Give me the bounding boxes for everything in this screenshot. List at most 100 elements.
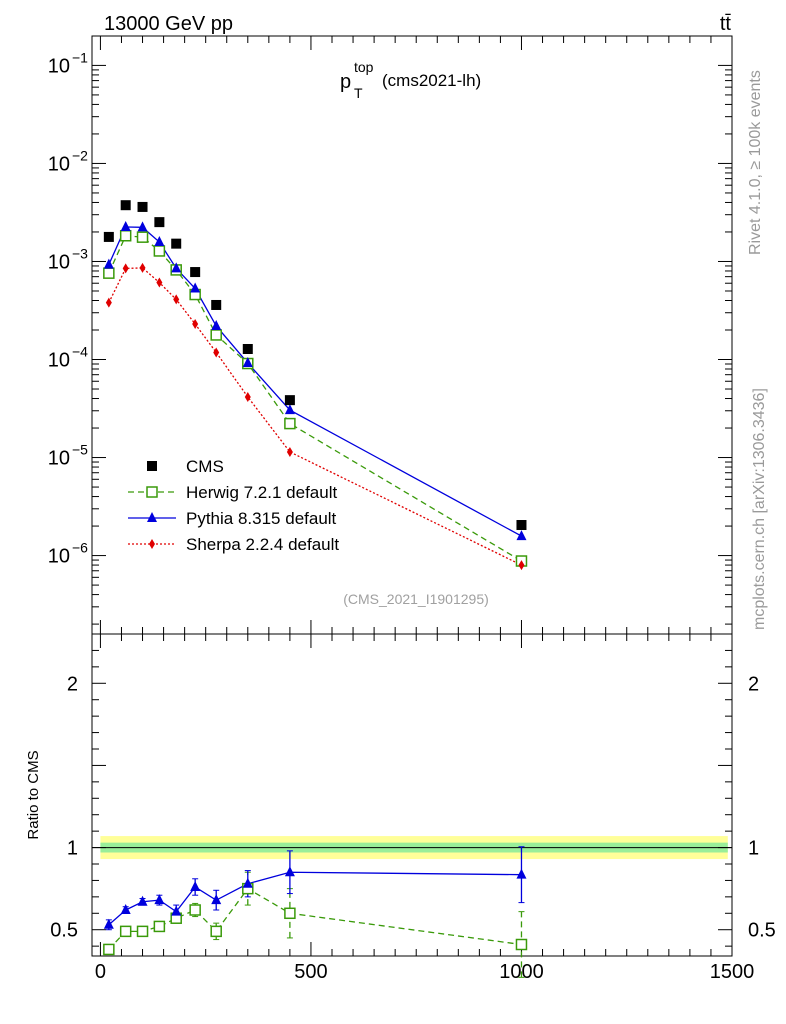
series-point xyxy=(284,404,295,415)
series-point xyxy=(139,262,146,273)
cms-data-point xyxy=(103,231,114,242)
ratio-series-line xyxy=(108,871,522,926)
legend-label: CMS xyxy=(186,457,224,476)
ratio-y-label: Ratio to CMS xyxy=(25,750,42,839)
legend-marker xyxy=(147,512,157,522)
legend-label: Pythia 8.315 default xyxy=(186,509,337,528)
ratio-point xyxy=(516,868,527,879)
series-point xyxy=(518,560,525,571)
series-point xyxy=(156,277,163,288)
y-tick-exponent: −4 xyxy=(72,344,88,360)
series-lines xyxy=(105,226,525,978)
y-tick-label: 10 xyxy=(48,350,70,372)
legend-marker-cms xyxy=(147,461,157,471)
ratio-point xyxy=(284,907,296,920)
series-point xyxy=(516,530,527,541)
legend: CMS Herwig 7.2.1 default Pythia 8.315 defa… xyxy=(128,457,339,554)
ratio-tick-label: 0.5 xyxy=(50,920,78,942)
series-point xyxy=(173,294,180,305)
rivet-version-label: Rivet 4.1.0, ≥ 100k events xyxy=(747,70,764,255)
series-point xyxy=(211,319,222,330)
series-point xyxy=(284,417,296,430)
cms-data-point xyxy=(171,238,182,249)
cms-data-point xyxy=(516,520,527,531)
series-point xyxy=(137,221,148,232)
ratio-tick-label: 2 xyxy=(67,673,78,695)
y-tick-label: 10 xyxy=(48,251,70,273)
y-tick-exponent: −5 xyxy=(72,442,88,458)
cms-data-point xyxy=(284,395,295,406)
ratio-plot-frame xyxy=(91,633,733,957)
ratio-point xyxy=(136,925,149,938)
series-point xyxy=(105,297,112,308)
ratio-point xyxy=(210,925,222,938)
series-point xyxy=(286,446,293,457)
process-label: tt̄ xyxy=(720,13,732,35)
series-line xyxy=(108,226,522,537)
series-point xyxy=(136,231,149,243)
x-tick-label: 500 xyxy=(294,961,327,983)
ratio-tick-label-right: 1 xyxy=(748,838,759,860)
series-line xyxy=(108,267,522,566)
y-tick-exponent: −1 xyxy=(72,49,88,65)
series-point xyxy=(119,229,132,242)
ratio-point xyxy=(103,918,114,929)
analysis-watermark: (CMS_2021_I1901295) xyxy=(343,591,489,607)
title-main: p xyxy=(340,71,351,93)
series-point xyxy=(242,357,253,368)
cms-data-point xyxy=(137,201,148,212)
series-point xyxy=(120,220,131,231)
ratio-point xyxy=(189,904,201,916)
series-point xyxy=(213,347,220,358)
legend-label: Herwig 7.2.1 default xyxy=(186,483,337,502)
data-markers xyxy=(103,200,528,956)
y-tick-label: 10 xyxy=(48,546,70,568)
series-point xyxy=(154,236,165,247)
energy-label: 13000 GeV pp xyxy=(104,13,233,35)
ratio-point xyxy=(120,904,131,914)
axis-ticks: 10−610−510−410−310−210 −10.5 0.51 12 20 500 10… xyxy=(48,36,776,983)
x-tick-label: 1500 xyxy=(710,961,755,983)
legend-label: Sherpa 2.2.4 default xyxy=(186,535,339,554)
series-point xyxy=(192,319,199,330)
series-point xyxy=(153,245,166,257)
ratio-point xyxy=(137,895,148,906)
series-point xyxy=(103,258,114,269)
y-tick-exponent: −2 xyxy=(72,147,88,163)
series-point xyxy=(171,262,182,273)
cms-data-point xyxy=(154,217,165,228)
cms-data-point xyxy=(190,267,201,278)
y-tick-exponent: −3 xyxy=(72,245,88,261)
title-sub: T xyxy=(354,85,363,101)
cms-data-point xyxy=(242,343,253,354)
ratio-point xyxy=(154,894,165,905)
cms-data-point xyxy=(211,299,222,310)
ratio-uncertainty-band xyxy=(92,836,732,860)
y-tick-exponent: −6 xyxy=(72,540,88,556)
ratio-point xyxy=(515,938,528,951)
series-point xyxy=(244,391,251,402)
ratio-series-line xyxy=(108,887,522,950)
ratio-tick-label-right: 0.5 xyxy=(748,920,776,942)
series-point xyxy=(210,329,222,341)
series-line xyxy=(108,235,522,562)
title-sup: top xyxy=(354,59,374,75)
ratio-point xyxy=(171,905,182,916)
title-rest: (cms2021-lh) xyxy=(382,71,481,90)
ratio-tick-label-right: 2 xyxy=(748,673,759,695)
cms-data-point xyxy=(120,200,131,211)
legend-marker xyxy=(146,486,158,498)
ratio-point xyxy=(242,877,253,888)
y-tick-label: 10 xyxy=(48,448,70,470)
series-point xyxy=(190,282,201,293)
y-tick-label: 10 xyxy=(48,153,70,175)
ratio-tick-label: 1 xyxy=(67,838,78,860)
legend-marker xyxy=(149,539,155,549)
ratio-point xyxy=(119,925,132,938)
plot-title: p top T (cms2021-lh) xyxy=(340,59,481,101)
ratio-point xyxy=(284,866,295,877)
x-tick-label: 0 xyxy=(95,961,106,983)
series-point xyxy=(103,267,115,279)
ratio-point xyxy=(211,894,222,905)
